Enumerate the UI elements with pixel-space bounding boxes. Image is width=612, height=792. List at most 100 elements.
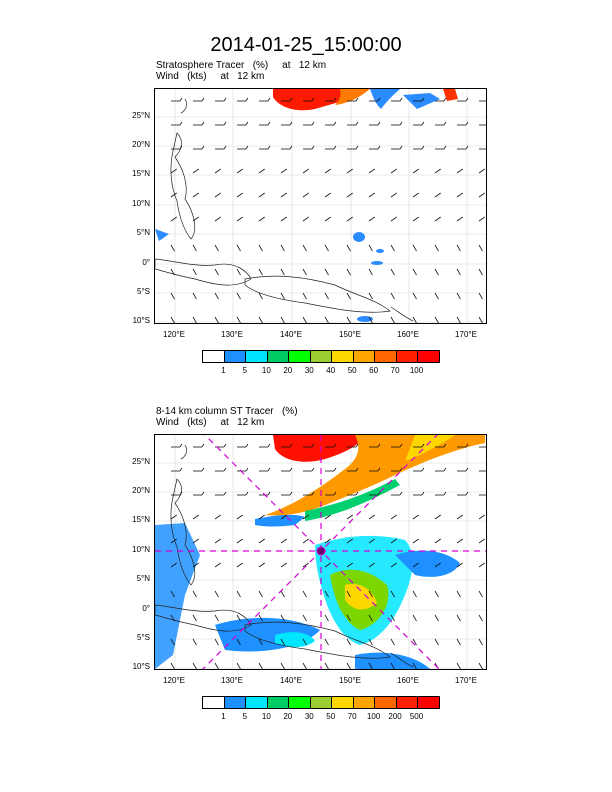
wind-barb — [280, 614, 285, 622]
wind-barb — [214, 192, 221, 198]
wind-barb — [390, 192, 397, 198]
wind-barb — [236, 638, 241, 646]
wind-barb — [170, 590, 175, 598]
wind-barb — [214, 590, 219, 598]
lat-tick-label: 5°N — [136, 574, 150, 583]
wind-barb — [258, 168, 265, 174]
wind-barb-feather — [289, 491, 293, 496]
wind-barb — [170, 538, 177, 544]
wind-barb-feather — [421, 145, 425, 150]
wind-barb — [170, 514, 177, 520]
wind-barb — [478, 216, 485, 222]
wind-barb-feather — [311, 145, 315, 150]
plot-title: 2014-01-25_15:00:00 — [210, 34, 402, 56]
wind-barb — [478, 316, 483, 323]
colorbar-swatch — [289, 697, 311, 708]
tracer-blue-spot — [155, 229, 169, 241]
wind-barb — [434, 216, 441, 222]
wind-barb — [236, 316, 241, 323]
wind-barb — [214, 538, 221, 544]
wind-barb — [280, 538, 287, 544]
wind-barb — [258, 562, 265, 568]
wind-barb-feather — [355, 491, 359, 496]
wind-barb — [456, 614, 461, 622]
colorbar-label: 10 — [261, 712, 271, 721]
colorbar-swatch — [418, 697, 440, 708]
wind-barb — [412, 216, 419, 222]
wind-barb — [412, 168, 419, 174]
wind-barb — [258, 192, 265, 198]
wind-barb — [280, 244, 285, 252]
wind-barb — [170, 638, 175, 646]
wind-barb — [192, 216, 199, 222]
wind-barb — [434, 614, 439, 622]
wind-barb — [236, 514, 243, 520]
wind-barb — [214, 638, 219, 646]
wind-barb — [324, 216, 331, 222]
wind-barb-feather — [223, 121, 227, 126]
wind-barb — [412, 192, 419, 198]
wind-barb-feather — [443, 491, 447, 496]
wind-barb — [324, 244, 329, 252]
colorbar-swatch — [375, 351, 397, 362]
wind-barb — [236, 538, 243, 544]
wind-barb — [456, 192, 463, 198]
tracer-blue-streak — [370, 89, 400, 109]
lat-tick-label: 10°S — [132, 662, 150, 671]
wind-barb — [456, 538, 463, 544]
lat-tick-label: 0° — [142, 258, 150, 267]
wind-barb — [478, 562, 485, 568]
lon-tick-label: 160°E — [397, 330, 419, 339]
colorbar-label: 5 — [242, 366, 248, 375]
wind-barb — [478, 638, 483, 646]
wind-barb-feather — [355, 467, 359, 472]
wind-barb — [434, 244, 439, 252]
colorbar-swatch — [224, 351, 247, 362]
tracer-core-red — [273, 435, 365, 462]
lat-tick-label: 10°N — [132, 199, 150, 208]
wind-barb-feather — [377, 97, 381, 102]
wind-barb-feather — [245, 145, 249, 150]
wind-barb-feather — [245, 121, 249, 126]
wind-barb — [412, 292, 417, 300]
wind-barb-feather — [267, 467, 271, 472]
wind-barb-feather — [399, 443, 403, 448]
wind-barb — [214, 316, 219, 323]
taiwan-coast — [180, 98, 187, 114]
wind-barb — [346, 538, 353, 544]
lon-tick-label: 160°E — [397, 676, 419, 685]
wind-barb — [324, 168, 331, 174]
wind-barb-feather — [179, 443, 183, 448]
wind-barb — [236, 192, 243, 198]
wind-barb — [214, 292, 219, 300]
wind-barb — [456, 514, 463, 520]
wind-barb — [390, 216, 397, 222]
wind-barb — [346, 168, 353, 174]
wind-barb — [170, 316, 175, 323]
wind-barb — [368, 538, 375, 544]
wind-barb — [456, 244, 461, 252]
wind-barb — [346, 244, 351, 252]
wind-barb — [412, 614, 417, 622]
wind-barb — [346, 268, 351, 276]
wind-barb — [368, 268, 373, 276]
wind-barb — [302, 292, 307, 300]
wind-barb — [258, 638, 263, 646]
wind-barb — [434, 168, 441, 174]
colorbar-swatch — [224, 697, 247, 708]
wind-barb — [280, 638, 285, 646]
wind-barb — [346, 638, 351, 646]
wind-barb-feather — [421, 121, 425, 126]
philippines-coast — [170, 132, 196, 240]
wind-barb — [390, 590, 395, 598]
wind-barb-feather — [289, 121, 293, 126]
wind-barb — [478, 662, 483, 669]
wind-barb-feather — [223, 467, 227, 472]
wind-barb — [456, 168, 463, 174]
wind-barb — [390, 514, 397, 520]
wind-barb-feather — [421, 443, 425, 448]
tracer-blue-south — [355, 652, 430, 669]
wind-barb — [478, 268, 483, 276]
wind-barb — [170, 662, 175, 669]
wind-barb-feather — [333, 443, 337, 448]
